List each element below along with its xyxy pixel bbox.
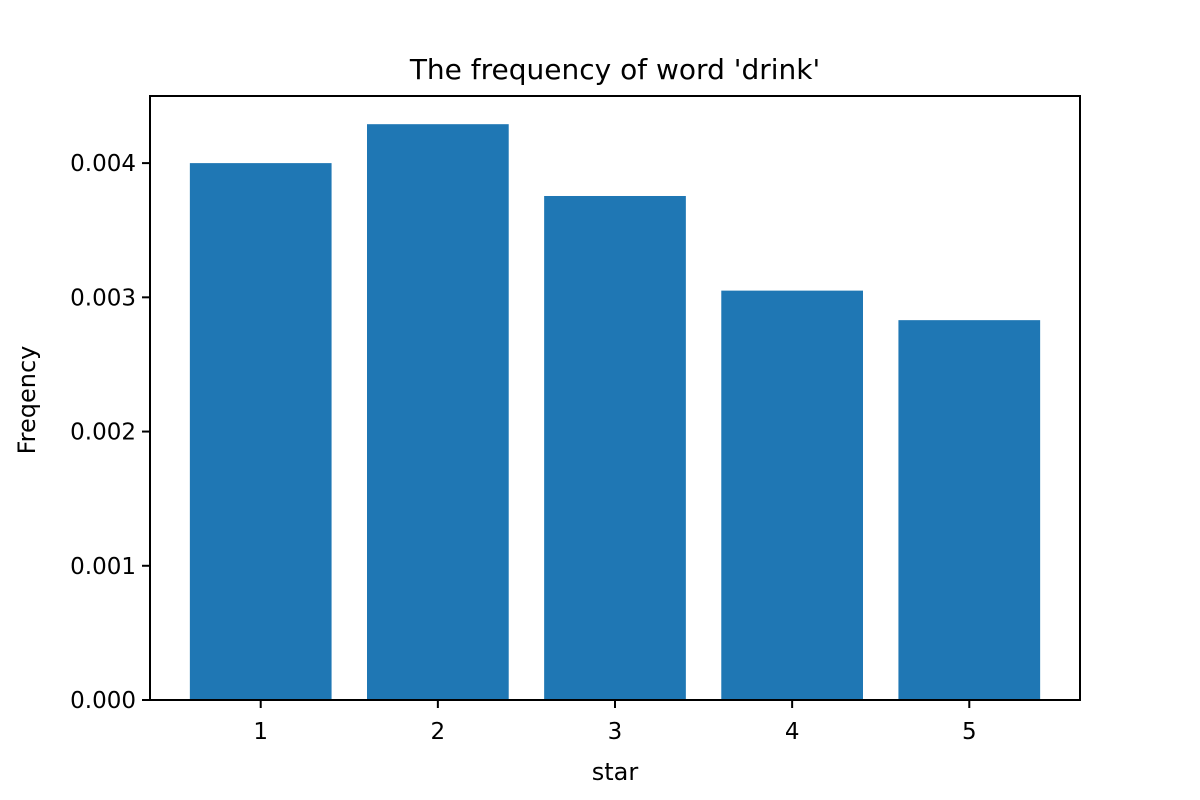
x-tick-label: 3	[608, 719, 623, 745]
x-axis-ticks: 1 2 3 4 5	[253, 700, 977, 745]
plot-frame	[149, 95, 1081, 701]
x-tick-label: 1	[253, 719, 268, 745]
y-tick-label: 0.001	[70, 554, 136, 580]
bar-star-3	[544, 195, 686, 701]
y-axis-label: Freqency	[13, 346, 41, 455]
x-tick-label: 2	[431, 719, 446, 745]
bar-star-4	[721, 290, 863, 700]
y-tick-label: 0.000	[70, 688, 136, 714]
x-tick-label: 4	[785, 719, 800, 745]
chart-title: The frequency of word 'drink'	[409, 53, 820, 86]
bar-group	[189, 124, 1041, 701]
y-tick-label: 0.004	[70, 151, 136, 177]
x-tick-label: 5	[962, 719, 977, 745]
x-axis-label: star	[592, 758, 639, 786]
y-tick-label: 0.003	[70, 285, 136, 311]
y-axis-ticks: 0.000 0.001 0.002 0.003 0.004	[70, 151, 150, 714]
bar-star-1	[189, 163, 332, 701]
bar-star-5	[898, 320, 1041, 700]
y-tick-label: 0.002	[70, 420, 136, 446]
bar-star-2	[367, 124, 509, 701]
